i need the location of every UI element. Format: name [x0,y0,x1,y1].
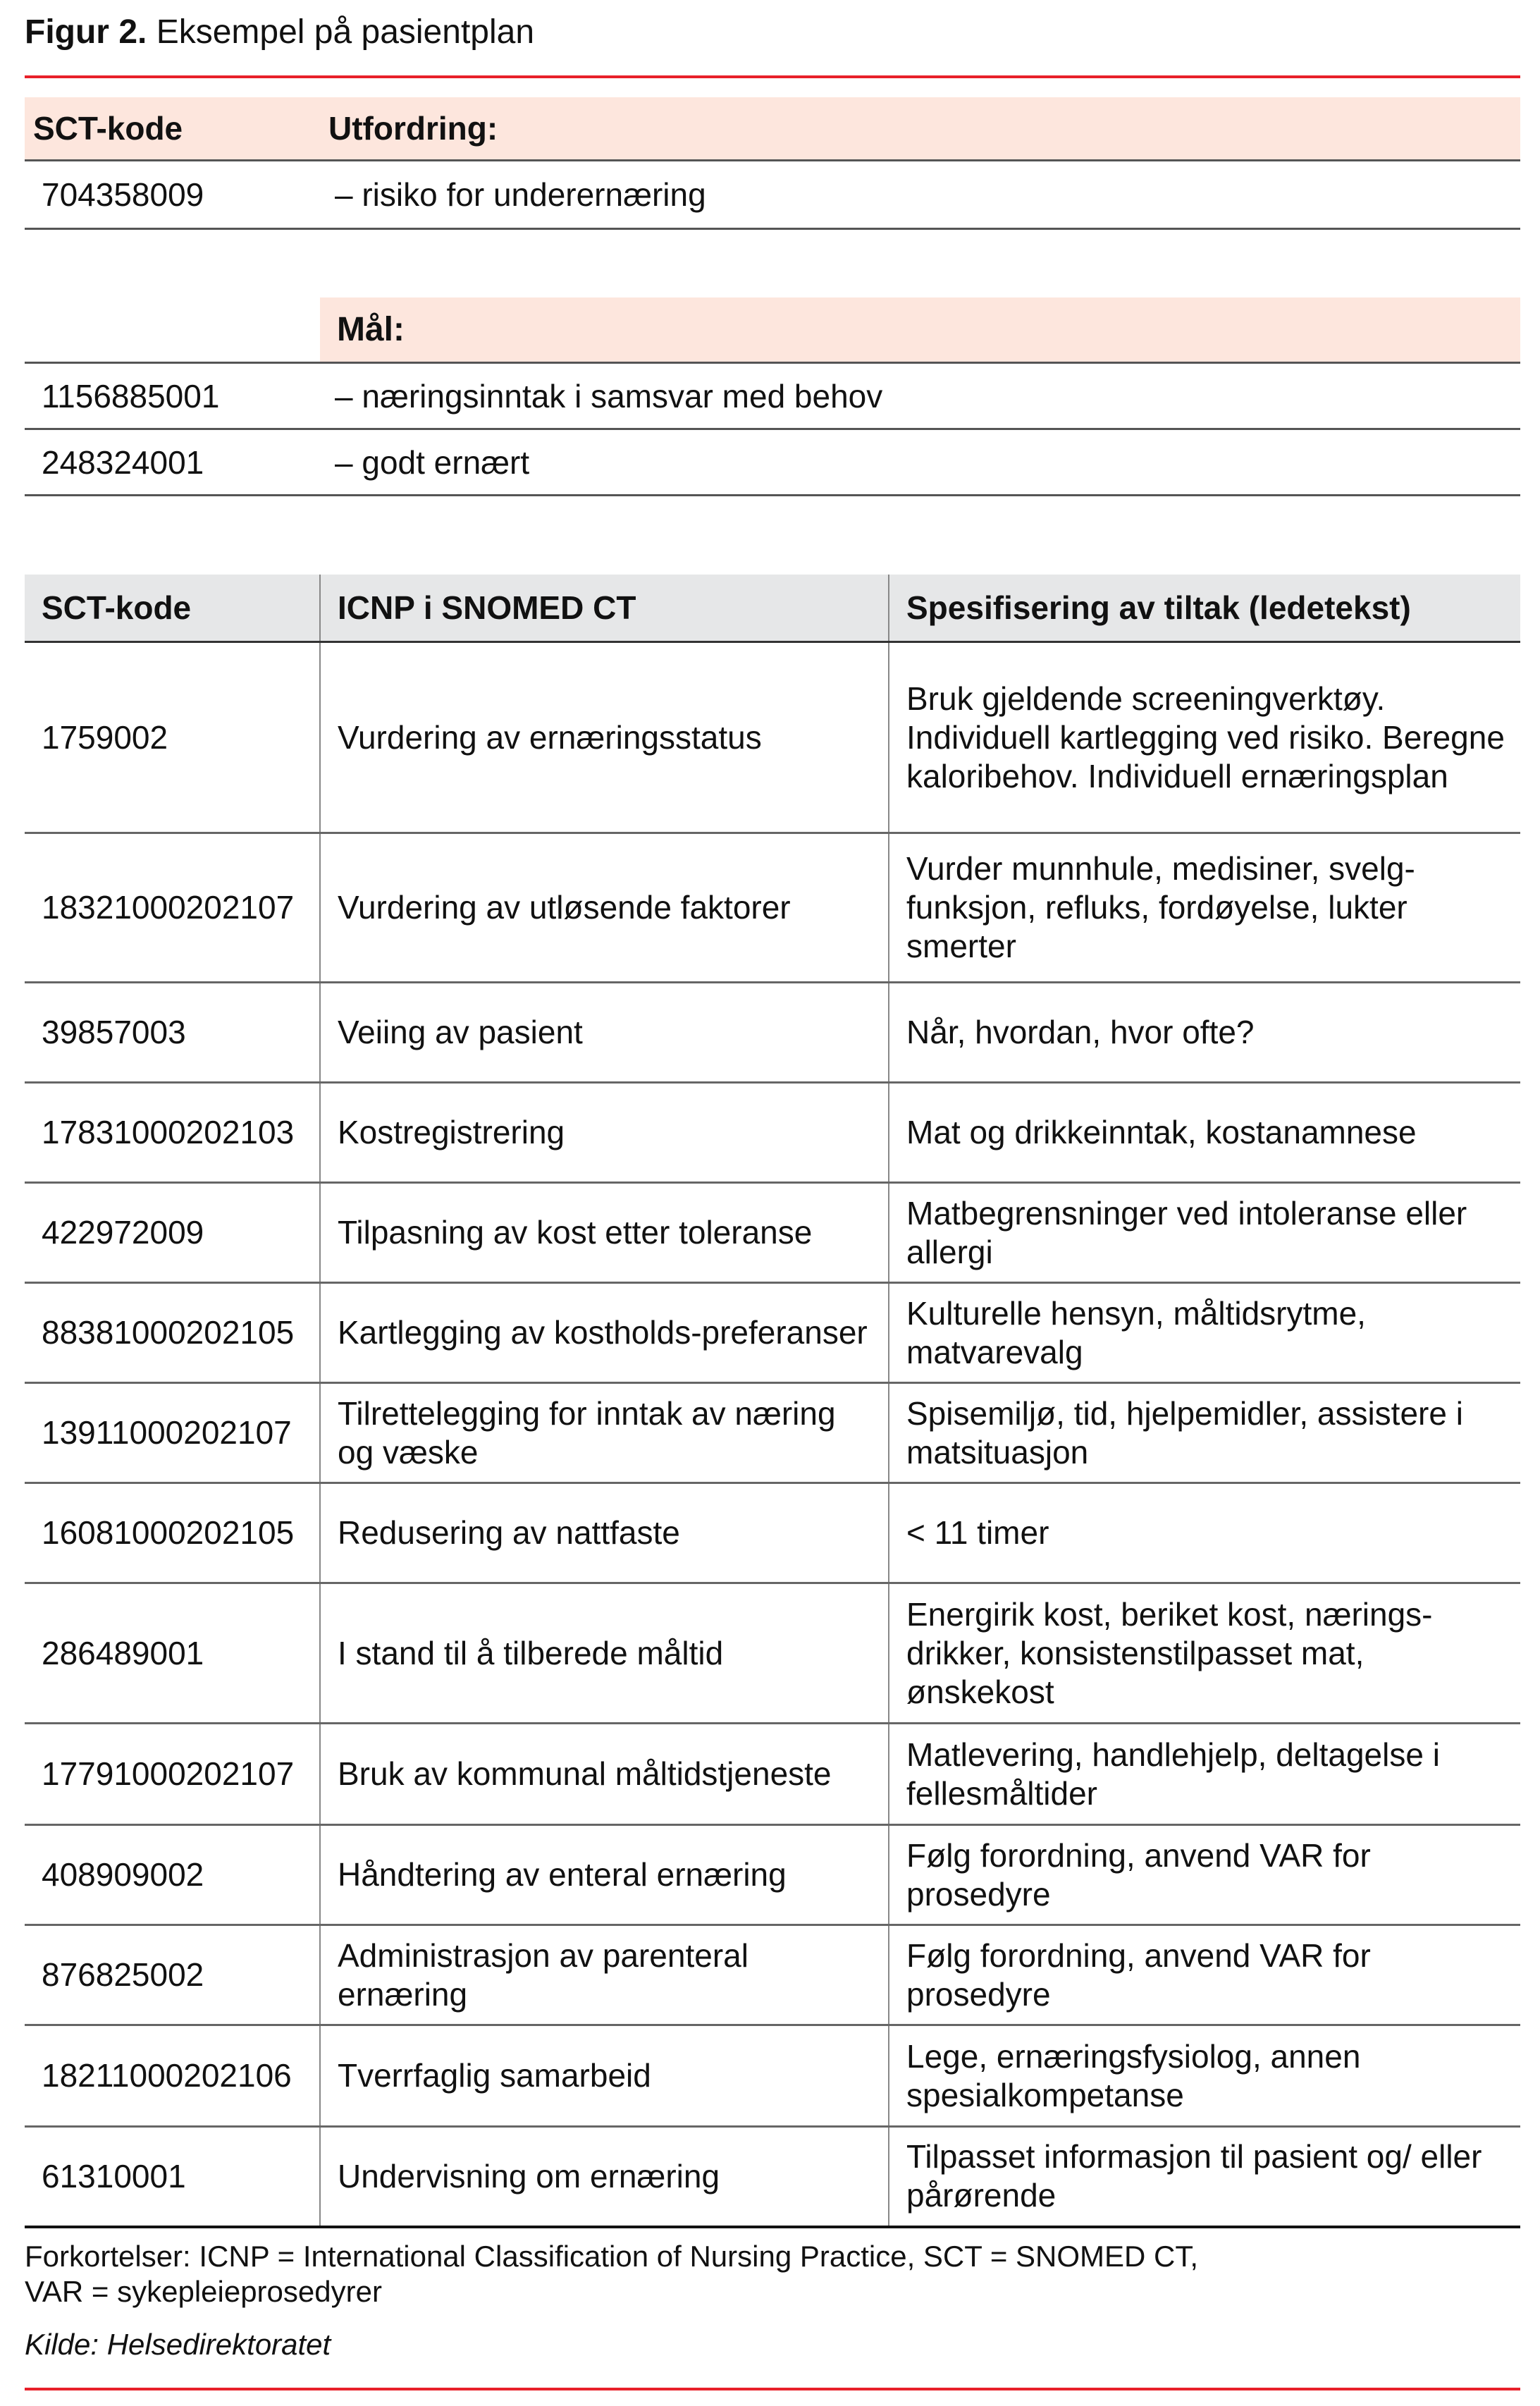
interventions-header-row: SCT-kode ICNP i SNOMED CT Spesifisering … [25,575,1520,643]
cell-code: 16081000202105 [25,1483,320,1584]
table-row: 17791000202107 Bruk av kommunal måltidstj… [25,1723,1520,1826]
table-row: 16081000202105 Redusering av nattfaste < 1… [25,1483,1520,1584]
figure-caption: Eksempel på pasientplan [156,13,535,51]
table-row: 18321000202107 Vurdering av utløsende fak… [25,833,1520,983]
cell-icnp: I stand til å tilberede måltid [319,1583,889,1724]
table-row: 61310001 Undervisning om ernæring Tilpasse… [25,2126,1520,2228]
cell-spec: Lege, ernæringsfysiolog, annen spesialko… [888,2025,1520,2128]
footnote-line: VAR = sykepleieprosedyrer [25,2275,382,2308]
table-row: 18211000202106 Tverrfaglig samarbeid Lege,… [25,2025,1520,2128]
goal-code: 248324001 [42,443,204,481]
problem-code-header: SCT-kode [33,110,183,147]
table-row: 17831000202103 Kostregistrering Mat og dri… [25,1082,1520,1184]
cell-icnp: Tverrfaglig samarbeid [319,2025,889,2128]
column-header-spec: Spesifisering av tiltak (ledetekst) [888,575,1520,643]
cell-spec: Tilpasset informasjon til pasient og/ el… [888,2126,1520,2228]
figure-title: Figur 2. Eksempel på pasientplan [25,13,534,51]
cell-code: 18211000202106 [25,2025,320,2128]
problem-code: 704358009 [42,176,204,213]
cell-icnp: Administrasjon av parenteral ernæring [319,1925,889,2026]
cell-spec: < 11 timer [888,1483,1520,1584]
problem-text: – risiko for underernæring [335,176,706,213]
cell-spec: Følg forordning, anvend VAR for prosedyr… [888,1925,1520,2026]
source-note: Kilde: Helsedirektoratet [25,2328,331,2361]
cell-icnp: Redusering av nattfaste [319,1483,889,1584]
cell-spec: Vurder munnhule, medisiner, svelg-funksj… [888,833,1520,983]
cell-code: 1759002 [25,642,320,834]
top-divider [25,75,1520,78]
cell-icnp: Vurdering av utløsende faktorer [319,833,889,983]
cell-icnp: Tilrettelegging for inntak av næring og … [319,1382,889,1484]
cell-code: 18321000202107 [25,833,320,983]
cell-code: 61310001 [25,2126,320,2228]
column-header-icnp: ICNP i SNOMED CT [319,575,889,643]
interventions-table: SCT-kode ICNP i SNOMED CT Spesifisering … [25,575,1520,2228]
cell-icnp: Håndtering av enteral ernæring [319,1824,889,1926]
cell-code: 88381000202105 [25,1282,320,1384]
cell-icnp: Veiing av pasient [319,982,889,1084]
table-row: 408909002 Håndtering av enteral ernæring F… [25,1824,1520,1926]
goal-row: 1156885001 – næringsinntak i samsvar med… [25,364,1520,430]
goal-text: – godt ernært [335,443,530,481]
problem-label-header: Utfordring: [328,110,498,147]
table-row: 286489001 I stand til å tilberede måltid E… [25,1583,1520,1724]
bottom-divider [25,2388,1520,2390]
cell-spec: Bruk gjeldende screeningverktøy. Individ… [888,642,1520,834]
cell-code: 17831000202103 [25,1082,320,1184]
table-row: 88381000202105 Kartlegging av kostholds-p… [25,1282,1520,1384]
cell-icnp: Kartlegging av kostholds-preferanser [319,1282,889,1384]
table-row: 13911000202107 Tilrettelegging for inntak… [25,1382,1520,1484]
cell-spec: Kulturelle hensyn, måltidsrytme, matvare… [888,1282,1520,1384]
cell-spec: Matbegrensninger ved intoleranse eller a… [888,1182,1520,1284]
cell-code: 422972009 [25,1182,320,1284]
figure-label: Figur 2. [25,13,147,51]
cell-icnp: Bruk av kommunal måltidstjeneste [319,1723,889,1826]
problem-header: SCT-kode Utfordring: [25,97,1520,161]
cell-code: 876825002 [25,1925,320,2026]
cell-icnp: Tilpasning av kost etter toleranse [319,1182,889,1284]
table-row: 1759002 Vurdering av ernæringsstatus Bruk … [25,642,1520,834]
cell-spec: Følg forordning, anvend VAR for prosedyr… [888,1824,1520,1926]
abbreviations-footnote: Forkortelser: ICNP = International Class… [25,2239,1198,2309]
goal-text: – næringsinntak i samsvar med behov [335,377,883,415]
goal-code: 1156885001 [42,377,220,415]
column-header-code: SCT-kode [25,575,320,643]
goal-row: 248324001 – godt ernært [25,430,1520,496]
cell-code: 17791000202107 [25,1723,320,1826]
goals-header-divider [25,362,1520,364]
cell-spec: Matlevering, handlehjelp, deltagelse i f… [888,1723,1520,1826]
cell-spec: Spisemiljø, tid, hjelpemidler, assistere… [888,1382,1520,1484]
footnote-line: Forkortelser: ICNP = International Class… [25,2240,1199,2273]
cell-spec: Mat og drikkeinntak, kostanamnese [888,1082,1520,1184]
table-row: 876825002 Administrasjon av parenteral er… [25,1925,1520,2026]
problem-row: 704358009 – risiko for underernæring [25,161,1520,230]
cell-icnp: Undervisning om ernæring [319,2126,889,2228]
goals-header: Mål: [320,297,1520,362]
goals-label-header: Mål: [337,311,405,348]
cell-spec: Når, hvordan, hvor ofte? [888,982,1520,1084]
cell-code: 286489001 [25,1583,320,1724]
cell-code: 408909002 [25,1824,320,1926]
table-row: 39857003 Veiing av pasient Når, hvordan, h… [25,982,1520,1084]
cell-icnp: Vurdering av ernæringsstatus [319,642,889,834]
cell-spec: Energirik kost, beriket kost, nærings-dr… [888,1583,1520,1724]
cell-icnp: Kostregistrering [319,1082,889,1184]
table-row: 422972009 Tilpasning av kost etter tolera… [25,1182,1520,1284]
cell-code: 39857003 [25,982,320,1084]
cell-code: 13911000202107 [25,1382,320,1484]
